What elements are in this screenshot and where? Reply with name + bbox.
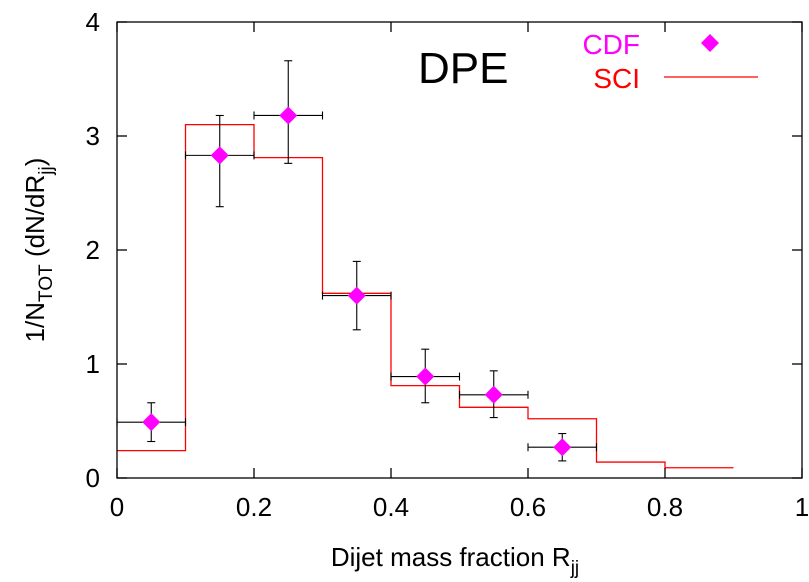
cdf-point-2 (253, 60, 324, 164)
x-tick-labels: 0 0.2 0.4 0.6 0.8 1 (110, 492, 809, 522)
x-tick-label: 0.6 (510, 492, 546, 522)
cdf-diamond-marker (484, 385, 503, 404)
x-axis-title: Dijet mass fraction Rjj (331, 542, 579, 579)
legend-label-cdf: CDF (582, 29, 640, 60)
y-axis-title-suffix: ) (20, 158, 50, 167)
axis-ticks (116, 21, 803, 479)
cdf-point-4 (390, 348, 461, 404)
x-tick-label: 0 (110, 492, 124, 522)
cdf-diamond-marker (142, 413, 161, 432)
x-axis-title-sub: jj (570, 558, 579, 579)
cdf-point-6 (527, 432, 598, 462)
y-tick-label: 3 (86, 121, 100, 151)
y-axis-title: 1/NTOT (dN/dRjj) (20, 158, 57, 343)
cdf-point-1 (184, 114, 255, 208)
y-axis-title-prefix: 1/N (20, 302, 50, 342)
y-axis-title-mid: (dN/dR (20, 175, 50, 265)
y-axis-title-sub2: jj (36, 166, 57, 175)
y-tick-label: 4 (86, 7, 100, 37)
y-tick-label: 2 (86, 235, 100, 265)
x-tick-label: 1 (795, 492, 809, 522)
cdf-diamond-marker (416, 367, 435, 386)
cdf-diamond-marker (210, 146, 229, 165)
x-tick-label: 0.2 (236, 492, 272, 522)
legend: CDF SCI (582, 29, 758, 94)
cdf-point-3 (321, 260, 392, 331)
cdf-diamond-marker (279, 106, 298, 125)
dpe-annotation: DPE (418, 44, 508, 93)
cdf-diamond-marker (553, 438, 572, 457)
x-tick-label: 0.8 (647, 492, 683, 522)
y-tick-label: 0 (86, 463, 100, 493)
cdf-data-points (116, 60, 598, 462)
legend-marker-cdf (701, 34, 719, 52)
y-tick-labels: 0 1 2 3 4 (86, 7, 100, 493)
cdf-diamond-marker (347, 286, 366, 305)
y-axis-title-sub1: TOT (36, 264, 57, 302)
y-tick-label: 1 (86, 349, 100, 379)
cdf-point-5 (458, 370, 529, 419)
x-axis-title-main: Dijet mass fraction R (331, 542, 571, 572)
x-tick-label: 0.4 (373, 492, 409, 522)
legend-label-sci: SCI (593, 63, 640, 94)
